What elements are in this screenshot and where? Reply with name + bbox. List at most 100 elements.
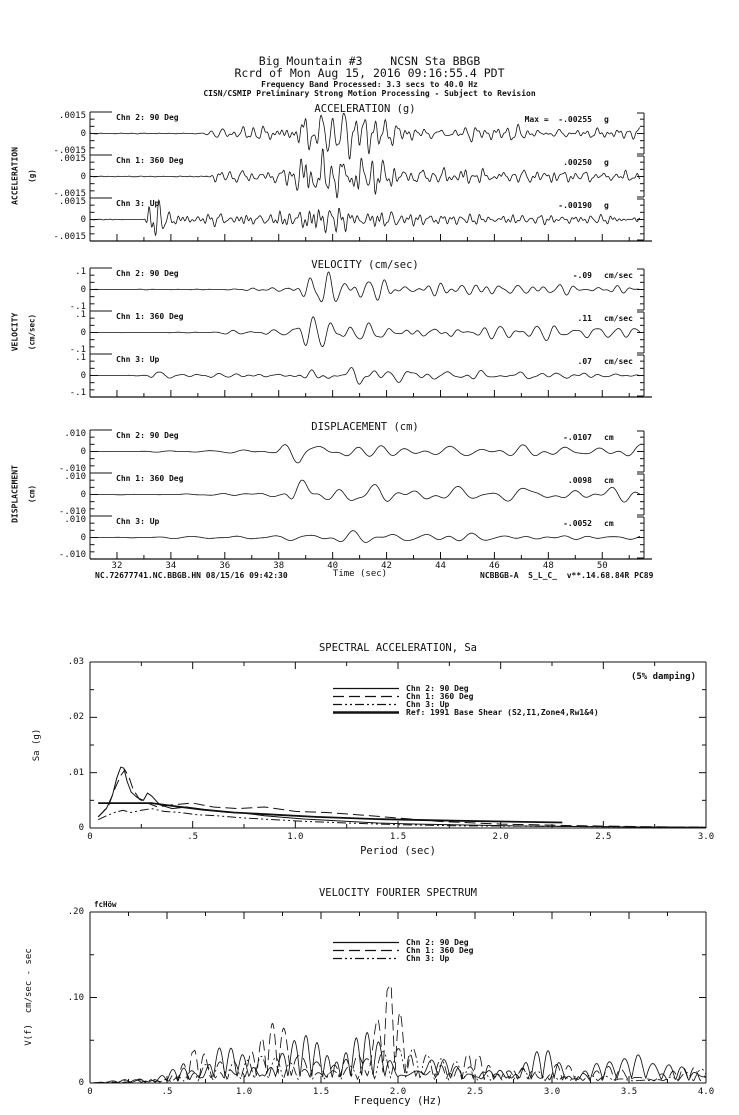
tick-label: 3.0 [697,832,715,842]
record-id-footer: NC.72677741.NC.BBGB.HN 08/15/16 09:42:30 [95,571,288,580]
peak-value: -.0052 [563,519,592,528]
peak-value: .00250 [563,158,592,167]
processing-disclaimer: CISN/CSMIP Preliminary Strong Motion Pro… [203,89,536,98]
tick-label: -.0015 [53,146,86,156]
peak-value: -.09 [572,271,592,280]
tick-label: 2.0 [492,832,509,842]
tick-label: 3.0 [543,1087,561,1097]
displacement-side-label: DISPLACEMENT [10,465,20,523]
tick-label: .010 [64,515,86,525]
tick-label: 0 [80,128,86,139]
tick-label: 36 [219,561,231,571]
tick-label: 0 [80,284,86,295]
tick-label: 0 [87,832,93,842]
tick-label: 34 [165,561,177,571]
processing-id-footer: NCBBGB-A S_L_C_ v**.14.68.84R PC89 [480,571,654,580]
tick-label: .5 [161,1087,173,1097]
tick-label: .10 [67,992,84,1003]
fourier-plot-title: VELOCITY FOURIER SPECTRUM [318,887,478,899]
tick-label: .01 [67,767,84,778]
tick-label: 2.5 [595,832,612,842]
channel-label: Chn 1: 360 Deg [116,156,184,165]
frequency-band-note: Frequency Band Processed: 3.3 secs to 40… [261,80,478,89]
tick-label: .010 [64,472,86,482]
tick-label: 1.0 [235,1087,253,1097]
tick-label: -.010 [58,507,86,517]
legend-label: Chn 2: 90 Deg [406,938,469,947]
tick-label: .0015 [58,154,86,164]
time-axis-label: Time (sec) [332,569,388,579]
tick-label: 0 [80,171,86,182]
tick-label: 0 [78,823,84,833]
tick-label: 1.5 [312,1087,330,1097]
tick-label: 3.5 [620,1087,638,1097]
tick-label: .03 [67,657,84,667]
tick-label: 42 [381,561,392,571]
tick-label: 2.0 [389,1087,407,1097]
channel-label: Chn 3: Up [116,355,160,364]
tick-label: 0 [80,214,86,225]
sa-plot-title: SPECTRAL ACCELERATION, Sa [318,642,478,654]
channel-label: Chn 1: 360 Deg [116,312,184,321]
peak-unit: g [604,201,609,210]
peak-unit: cm/sec [604,271,633,280]
tick-label: -.1 [69,345,86,355]
peak-unit: cm [604,519,614,528]
tick-label: 1.0 [287,832,304,842]
channel-label: Chn 3: Up [116,199,160,208]
peak-unit: cm [604,433,614,442]
peak-value: -.00190 [558,201,592,210]
tick-label: 40 [327,561,339,571]
tick-label: 0 [80,446,86,457]
peak-value: Max = -.00255 [524,115,592,124]
sa-ylabel: Sa (g) [31,728,42,762]
tick-label: 38 [273,561,285,571]
velocity-side-unit: (cm/sec) [27,313,37,351]
legend-label: Chn 3: Up [406,954,450,963]
tick-label: .1 [75,267,86,277]
tick-label: 44 [435,561,446,571]
tick-label: 46 [488,561,500,571]
tick-label: .0015 [58,197,86,207]
tick-label: -.1 [69,302,86,312]
tick-label: 4.0 [697,1087,715,1097]
tick-label: -.010 [58,550,86,560]
fourier-ylabel: V(f) cm/sec - sec [23,948,34,1046]
tick-label: .1 [75,353,86,363]
peak-unit: cm/sec [604,357,633,366]
channel-label: Chn 3: Up [116,517,160,526]
tick-label: -.0015 [53,189,86,199]
tick-label: .20 [67,907,84,917]
channel-label: Chn 1: 360 Deg [116,474,184,483]
peak-value: .0098 [567,476,592,485]
tick-label: 0 [80,532,86,543]
peak-unit: cm [604,476,614,485]
legend-label: Ref: 1991 Base Shear (S2,I1,Zone4,Rw1&4) [406,708,599,717]
tick-label: -.1 [69,388,86,398]
channel-label: Chn 2: 90 Deg [116,431,179,440]
tick-label: 1.5 [389,832,407,842]
tick-label: 0 [80,489,86,500]
tick-label: .5 [187,832,199,842]
tick-label: .0015 [58,111,86,121]
tick-label: 2.5 [466,1087,484,1097]
velocity-side-label: VELOCITY [10,312,20,352]
peak-unit: g [604,115,609,124]
fc-corner-note: fcHöw [94,900,117,909]
tick-label: 48 [542,561,554,571]
acceleration-side-unit: (g) [27,169,37,183]
tick-label: .010 [64,429,86,439]
record-timestamp: Rcrd of Mon Aug 15, 2016 09:16:55.4 PDT [234,66,505,80]
peak-unit: g [604,158,609,167]
peak-value: .07 [577,357,592,366]
tick-label: 50 [596,561,608,571]
damping-note: (5% damping) [630,672,696,682]
tick-label: 32 [111,561,123,571]
legend-label: Chn 2: 90 Deg [406,684,469,693]
tick-label: 0 [80,327,86,338]
tick-label: 0 [78,1078,84,1088]
station-title: Big Mountain #3 NCSN Sta BBGB [258,54,481,68]
tick-label: -.0015 [53,232,86,242]
tick-label: 0 [80,370,86,381]
